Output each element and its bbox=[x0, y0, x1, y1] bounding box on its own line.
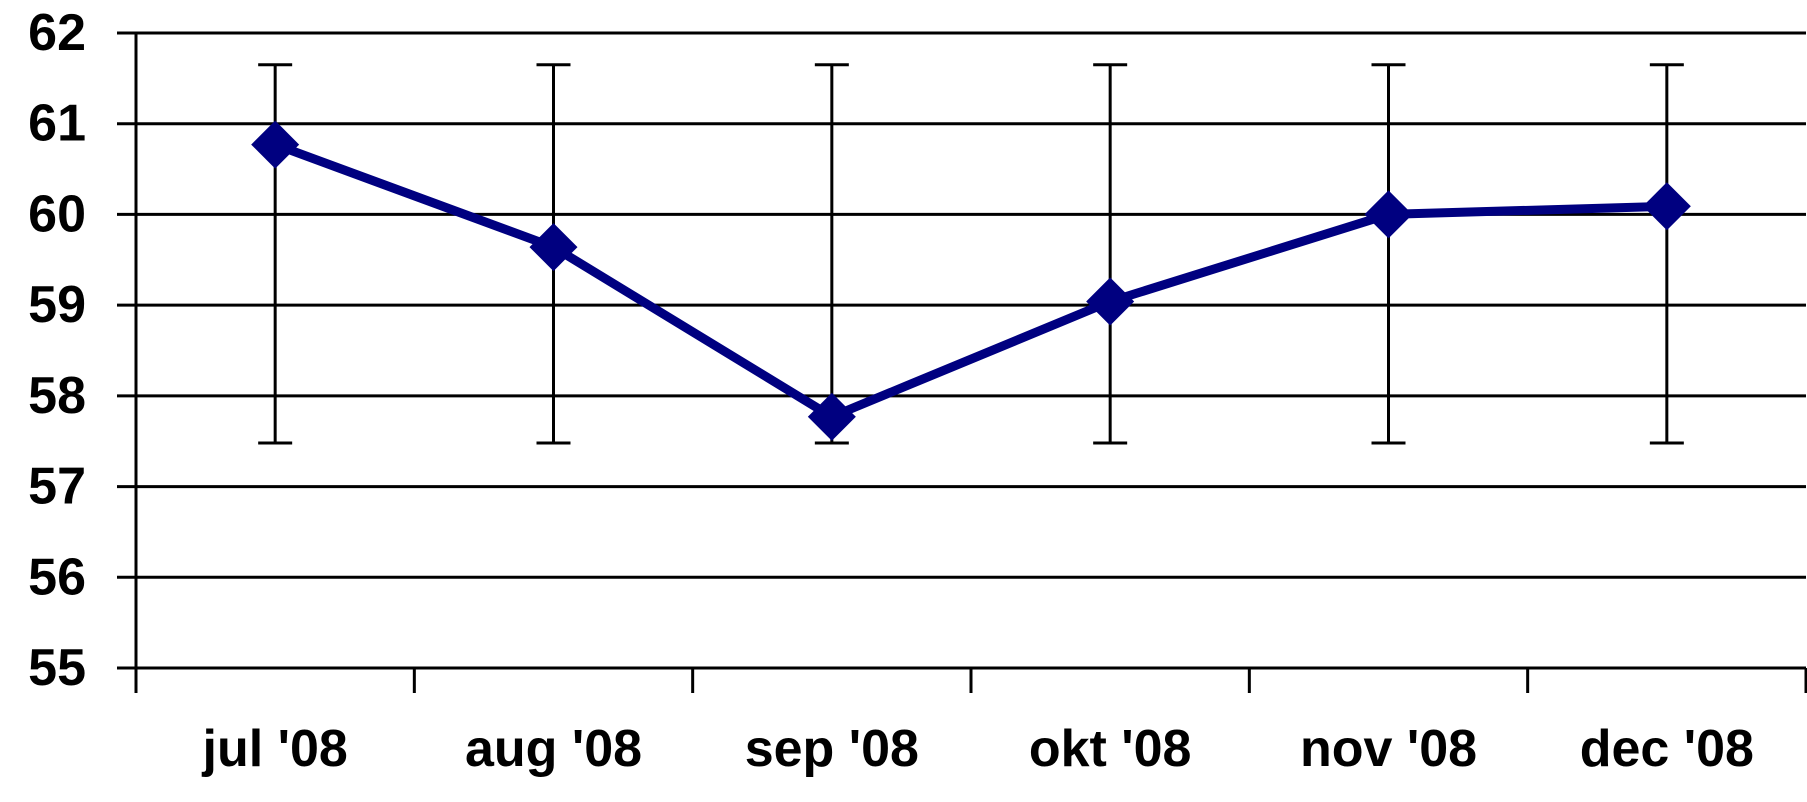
data-point-5 bbox=[1642, 182, 1691, 231]
y-tick-label: 56 bbox=[28, 548, 86, 606]
x-tick-label: okt '08 bbox=[1029, 720, 1192, 778]
data-point-3 bbox=[1086, 277, 1135, 326]
y-tick-label: 59 bbox=[28, 276, 86, 334]
data-point-2 bbox=[807, 392, 856, 441]
x-axis-ticks: jul '08 aug '08 sep '08 okt '08 nov '08 dec '… bbox=[134, 668, 1807, 778]
y-tick-label: 62 bbox=[28, 4, 86, 62]
data-point-0 bbox=[251, 120, 300, 169]
error-bars bbox=[258, 63, 1684, 445]
x-tick-label: sep '08 bbox=[745, 720, 919, 778]
data-point-4 bbox=[1364, 190, 1413, 239]
series-line bbox=[273, 140, 1667, 422]
data-point-1 bbox=[529, 223, 578, 272]
x-tick-label: aug '08 bbox=[465, 720, 642, 778]
series-line bbox=[273, 140, 1667, 422]
y-tick-label: 55 bbox=[28, 639, 86, 697]
y-tick-label: 57 bbox=[28, 458, 86, 516]
data-markers bbox=[251, 120, 1691, 441]
gridlines bbox=[136, 31, 1806, 579]
y-axis-ticks: 55 56 57 58 59 60 61 62 bbox=[28, 4, 136, 697]
x-tick-label: dec '08 bbox=[1580, 720, 1754, 778]
x-tick-label: jul '08 bbox=[202, 720, 348, 778]
x-tick-label: nov '08 bbox=[1300, 720, 1477, 778]
y-tick-label: 58 bbox=[28, 367, 86, 425]
y-tick-label: 60 bbox=[28, 185, 86, 243]
y-tick-label: 61 bbox=[28, 95, 86, 153]
